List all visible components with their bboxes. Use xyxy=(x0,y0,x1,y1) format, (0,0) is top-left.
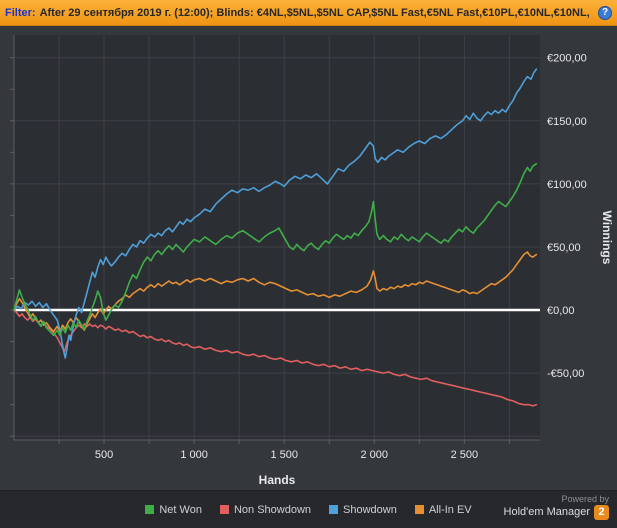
svg-text:1 000: 1 000 xyxy=(180,449,208,461)
svg-text:1 500: 1 500 xyxy=(270,449,298,461)
svg-text:Winnings: Winnings xyxy=(600,211,614,265)
svg-text:€50,00: €50,00 xyxy=(547,242,581,254)
svg-text:500: 500 xyxy=(95,449,113,461)
filter-label: Filter: xyxy=(5,6,36,19)
svg-text:€100,00: €100,00 xyxy=(547,179,587,191)
legend-item-all-in-ev[interactable]: All-In EV xyxy=(414,503,472,516)
svg-text:-€50,00: -€50,00 xyxy=(547,368,584,380)
brand-name: Hold'em Manager xyxy=(503,505,590,518)
legend-item-non-showdown[interactable]: Non Showdown xyxy=(219,503,312,516)
showdown-swatch xyxy=(329,505,339,514)
all-in-ev-swatch xyxy=(414,505,424,514)
powered-by-text: Powered by xyxy=(561,494,609,504)
net-won-swatch xyxy=(145,505,155,514)
winnings-chart: €200,00 €150,00 €100,00 €50,00 €0,00 -€50,00 5… xyxy=(0,26,617,490)
non-showdown-swatch xyxy=(219,505,229,514)
filter-text: After 29 сентября 2019 г. (12:00); Blind… xyxy=(39,6,590,19)
legend-label-net-won: Net Won xyxy=(159,503,202,516)
footer-bar: Net Won Non Showdown Showdown All-In EV … xyxy=(0,490,617,528)
svg-text:€150,00: €150,00 xyxy=(547,116,587,128)
legend-label-non-showdown: Non Showdown xyxy=(233,503,312,516)
svg-text:Hands: Hands xyxy=(259,473,296,487)
hm2-logo-icon: 2 xyxy=(594,504,609,520)
legend-label-all-in-ev: All-In EV xyxy=(428,503,472,516)
svg-text:€0,00: €0,00 xyxy=(547,305,575,317)
svg-text:€200,00: €200,00 xyxy=(547,53,587,65)
svg-text:2 500: 2 500 xyxy=(451,449,479,461)
legend-item-net-won[interactable]: Net Won xyxy=(145,504,202,516)
legend-label-showdown: Showdown xyxy=(343,503,397,516)
question-mark-icon[interactable]: ? xyxy=(598,5,612,20)
legend-item-showdown[interactable]: Showdown xyxy=(329,504,397,516)
brand-block: Powered by Hold'em Manager 2 xyxy=(504,494,609,520)
winnings-graph: €200,00 €150,00 €100,00 €50,00 €0,00 -€50,00 5… xyxy=(10,35,614,487)
filter-bar[interactable]: Filter: After 29 сентября 2019 г. (12:00… xyxy=(0,0,617,26)
chart-legend: Net Won Non Showdown Showdown All-In EV xyxy=(0,491,617,528)
svg-text:2 000: 2 000 xyxy=(361,449,389,461)
